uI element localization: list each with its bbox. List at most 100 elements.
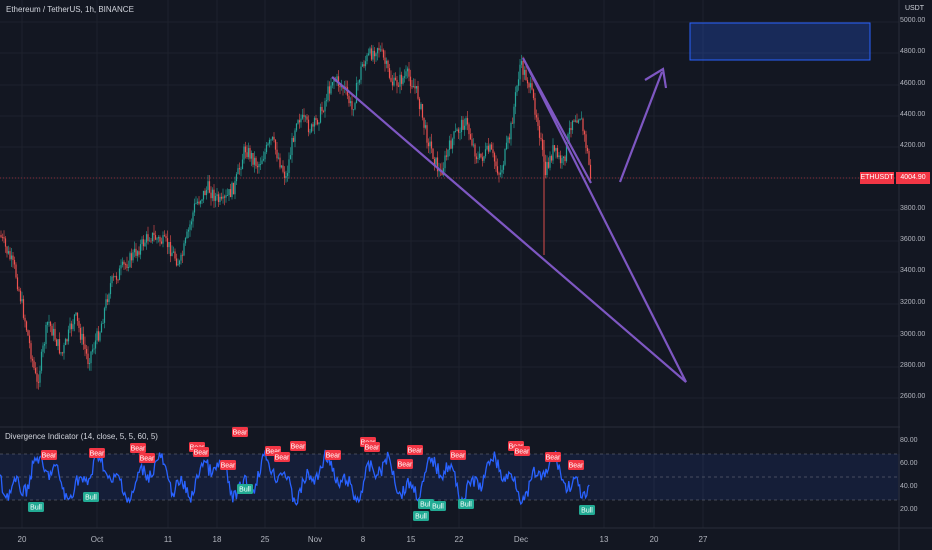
candle-body [211,189,214,199]
bear-marker: Bear [130,443,146,453]
candle-body [480,153,482,158]
candle-body [109,283,112,295]
indicator-axis-label: 20.00 [900,506,918,513]
target-box-drawing[interactable] [689,22,871,61]
candle-body [382,50,385,58]
candle-body [246,152,248,158]
candle-body [313,118,316,127]
candle-body [477,158,479,160]
candle-body [558,155,560,158]
candle-body [96,331,98,341]
time-axis-label: 18 [212,535,222,544]
svg-text:Bear: Bear [266,449,281,456]
candle-body [381,49,383,51]
bear-marker: Bear [89,448,105,458]
currency-label[interactable]: USDT [904,5,924,12]
candle-body [481,157,484,161]
candle-body [523,69,526,75]
indicator-axis-label: 80.00 [900,437,918,444]
candle-body [217,194,220,203]
candle-body [55,339,58,346]
candle-body [345,86,347,88]
candle-body [361,64,364,67]
candle-body [514,92,517,107]
candle-body [124,264,127,265]
candle-body [130,253,133,261]
candle-body [150,240,152,242]
candle-body [204,190,206,196]
candle-body [76,312,79,321]
candle-body [408,68,410,77]
candle-body [93,348,95,350]
candle-body [417,86,419,99]
candle-body [411,86,413,88]
candle-body [85,349,88,354]
candle-body [328,86,331,94]
candle-body [540,137,542,140]
bear-marker: Bear [274,452,290,462]
candle-body [187,229,190,232]
svg-text:Bull: Bull [420,502,432,509]
candle-body [249,148,251,159]
candle-body [316,119,319,125]
candle-body [192,212,194,222]
candle-body [373,50,376,57]
candle-body [474,144,476,157]
candle-body [87,353,89,365]
indicator-title[interactable]: Divergence Indicator (14, close, 5, 5, 6… [5,432,158,441]
candle-body [226,195,229,196]
candle-body [300,118,302,123]
candle-body [402,77,404,84]
candle-body [549,156,551,168]
falling-wedge-drawing[interactable] [331,57,687,383]
symbol-badge: ETHUSDT [860,172,894,184]
candle-body [165,236,167,239]
bull-marker: Bull [458,499,474,509]
candle-body [207,181,209,190]
svg-text:Bear: Bear [326,453,341,460]
candle-body [573,120,575,122]
bear-marker: Bear [514,446,530,456]
candle-body [298,120,301,123]
candle-body [387,60,389,69]
time-axis-label: 15 [406,535,416,544]
candle-body [181,254,184,256]
symbol-title[interactable]: Ethereum / TetherUS, 1h, BINANCE [6,5,134,14]
candle-body [252,152,254,165]
svg-text:Bear: Bear [515,449,530,456]
candle-body [486,145,488,150]
candle-body [127,267,130,269]
candle-body [174,251,176,259]
arrow-line-drawing[interactable] [618,71,664,183]
drawing-tools[interactable] [331,22,871,383]
candle-body [478,153,481,159]
candle-body [220,196,223,199]
candle-body [306,116,308,120]
grid-lines [0,0,899,528]
bull-marker: Bull [237,484,253,494]
time-axis-label: 13 [599,535,609,544]
candle-body [43,344,46,346]
bull-marker: Bull [579,505,595,515]
candle-body [120,265,122,269]
price-axis-label: 4600.00 [900,80,926,87]
candle-body [259,164,262,165]
candle-body [456,129,458,132]
candle-body [565,142,568,162]
candle-body [292,137,295,142]
candle-body [409,76,412,87]
candle-body [357,82,359,84]
candle-body [276,149,278,159]
candle-body [198,201,200,204]
candle-body [522,61,524,75]
candle-body [555,148,557,151]
candle-body [421,103,424,118]
current-price-badge: 4004.90 [896,172,930,184]
candle-body [271,136,274,140]
candle-body [394,77,397,80]
price-axis-label: 3200.00 [900,299,926,306]
candle-body [318,122,320,125]
svg-text:Bear: Bear [140,456,155,463]
